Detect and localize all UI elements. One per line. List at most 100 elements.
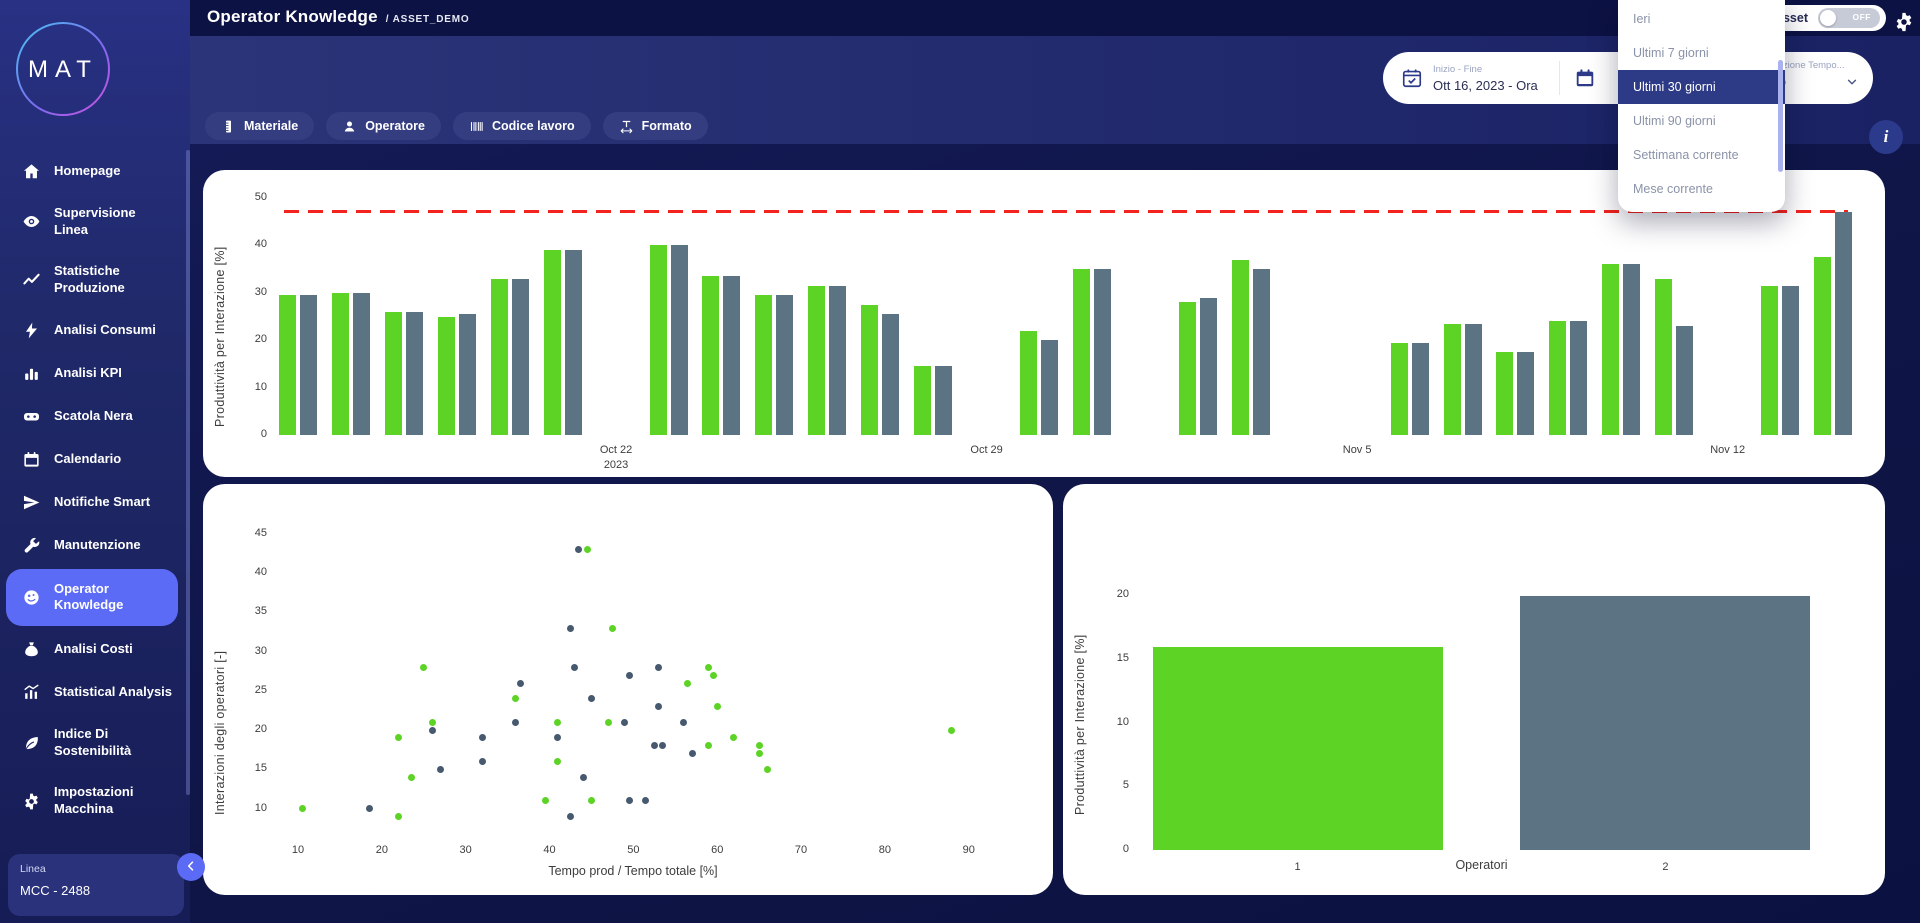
filter-button-formato[interactable]: Formato [602, 112, 708, 140]
bar-oct-21-op2[interactable] [564, 250, 582, 435]
scatter-point-op1[interactable] [608, 624, 616, 632]
sidebar-collapse-button[interactable] [177, 853, 205, 881]
bar-oct-28-op2[interactable] [935, 366, 953, 435]
bar-nov-8-op2[interactable] [1517, 352, 1535, 435]
scatter-point-op1[interactable] [705, 663, 713, 671]
bar-oct-20-op1[interactable] [490, 278, 508, 435]
bar-oct-19-op1[interactable] [437, 316, 455, 435]
sidebar-item-manutenzione[interactable]: Manutenzione [0, 524, 190, 567]
sidebar-item-supervisione-linea[interactable]: Supervisione Linea [0, 193, 190, 251]
scatter-point-op1[interactable] [583, 546, 591, 554]
bar-oct-19-op2[interactable] [458, 314, 476, 435]
scatter-point-op2[interactable] [621, 718, 629, 726]
scatter-point-op1[interactable] [730, 734, 738, 742]
date-range-section[interactable]: Inizio - Fine Ott 16, 2023 - Ora [1383, 64, 1555, 93]
sidebar-item-homepage[interactable]: Homepage [0, 150, 190, 193]
bar-nov-10-op2[interactable] [1623, 264, 1641, 435]
bar-oct-30-op2[interactable] [1041, 340, 1059, 435]
bar-oct-17-op1[interactable] [331, 292, 349, 435]
bar-nov-7-op2[interactable] [1464, 323, 1482, 435]
scatter-point-op1[interactable] [428, 718, 436, 726]
bar-oct-21-op1[interactable] [543, 250, 561, 435]
sidebar-item-scatola-nera[interactable]: Scatola Nera [0, 395, 190, 438]
dropdown-option-ultimi-90-giorni[interactable]: Ultimi 90 giorni [1633, 114, 1716, 128]
sidebar-item-impostazioni-macchina[interactable]: Impostazioni Macchina [0, 772, 190, 830]
scatter-point-op1[interactable] [604, 718, 612, 726]
sidebar-item-analisi-costi[interactable]: Analisi Costi [0, 628, 190, 671]
scatter-point-op1[interactable] [554, 758, 562, 765]
bar-nov-9-op1[interactable] [1549, 321, 1567, 435]
scatter-point-op2[interactable] [625, 671, 633, 679]
scatter-point-op1[interactable] [587, 797, 595, 805]
bar-oct-25-op1[interactable] [755, 295, 773, 435]
bar-oct-31-op1[interactable] [1073, 269, 1090, 435]
scatter-point-op2[interactable] [688, 750, 696, 758]
scatter-point-op2[interactable] [571, 663, 579, 671]
bar-oct-20-op2[interactable] [511, 278, 529, 435]
scatter-point-op1[interactable] [420, 663, 428, 671]
bar-oct-28-op1[interactable] [914, 366, 932, 435]
bar-nov-9-op2[interactable] [1570, 321, 1588, 435]
bar-oct-18-op1[interactable] [384, 311, 402, 435]
scatter-point-op2[interactable] [680, 718, 688, 726]
sidebar-item-indice-di-sostenibilit[interactable]: Indice Di Sostenibilità [0, 714, 190, 772]
scatter-point-op1[interactable] [705, 742, 713, 750]
bar-nov-3-op1[interactable] [1231, 259, 1249, 435]
scatter-point-op2[interactable] [625, 797, 633, 805]
bar-nov-2-op2[interactable] [1199, 297, 1217, 435]
bar-oct-31-op2[interactable] [1094, 269, 1111, 435]
sidebar-item-calendario[interactable]: Calendario [0, 438, 190, 481]
bar-oct-17-op2[interactable] [352, 292, 370, 435]
calendar-asset-toggle[interactable]: OFF [1818, 8, 1880, 28]
scatter-point-op1[interactable] [948, 726, 956, 734]
bar-nov-6-op2[interactable] [1411, 342, 1429, 435]
scatter-point-op1[interactable] [395, 734, 403, 742]
bar-oct-24-op2[interactable] [723, 276, 741, 435]
bar-nov-13-op2[interactable] [1782, 285, 1800, 435]
bar-oct-16-op2[interactable] [300, 295, 317, 435]
sidebar-item-statistical-analysis[interactable]: Statistical Analysis [0, 671, 190, 714]
bar-nov-6-op1[interactable] [1390, 342, 1408, 435]
bar-oct-26-op1[interactable] [808, 285, 826, 435]
scatter-point-op2[interactable] [642, 797, 650, 805]
scatter-point-op1[interactable] [541, 797, 549, 805]
bar-oct-23-op2[interactable] [670, 245, 688, 435]
scatter-point-op2[interactable] [566, 812, 574, 820]
sidebar-item-notifiche-smart[interactable]: Notifiche Smart [0, 481, 190, 524]
filter-button-codice-lavoro[interactable]: Codice lavoro [452, 112, 591, 140]
operator-bar-2[interactable] [1520, 596, 1811, 850]
scatter-point-op2[interactable] [650, 742, 658, 750]
bar-nov-14-op1[interactable] [1814, 257, 1832, 435]
bar-oct-27-op2[interactable] [882, 314, 900, 435]
bar-oct-24-op1[interactable] [702, 276, 720, 435]
scatter-point-op2[interactable] [478, 734, 486, 742]
settings-gear-icon[interactable] [1893, 11, 1915, 33]
sidebar-item-operator-knowledge[interactable]: Operator Knowledge [6, 568, 178, 627]
scatter-point-op2[interactable] [655, 703, 662, 711]
scatter-point-op1[interactable] [512, 695, 520, 703]
scatter-point-op2[interactable] [365, 805, 373, 813]
scatter-point-op1[interactable] [755, 742, 763, 750]
bar-oct-30-op1[interactable] [1020, 330, 1038, 435]
bar-oct-16-op1[interactable] [279, 295, 296, 435]
bar-nov-11-op2[interactable] [1676, 325, 1694, 435]
scatter-point-op1[interactable] [395, 812, 403, 820]
scatter-point-op2[interactable] [428, 726, 436, 734]
sidebar-scrollbar[interactable] [186, 150, 190, 795]
scatter-point-op2[interactable] [478, 758, 486, 765]
sidebar-item-analisi-consumi[interactable]: Analisi Consumi [0, 309, 190, 352]
scatter-point-op2[interactable] [575, 546, 583, 554]
scatter-point-op1[interactable] [709, 671, 717, 679]
bar-nov-3-op2[interactable] [1252, 269, 1270, 435]
bar-nov-2-op1[interactable] [1178, 302, 1196, 435]
filter-button-operatore[interactable]: Operatore [326, 112, 441, 140]
bar-nov-11-op1[interactable] [1655, 278, 1673, 435]
sidebar-item-statistiche-produzione[interactable]: Statistiche Produzione [0, 251, 190, 309]
scatter-point-op2[interactable] [659, 742, 667, 750]
bar-nov-10-op1[interactable] [1602, 264, 1620, 435]
bar-nov-14-op2[interactable] [1835, 212, 1853, 435]
scatter-point-op2[interactable] [587, 695, 595, 703]
dropdown-option-ultimi-7-giorni[interactable]: Ultimi 7 giorni [1633, 46, 1709, 60]
scatter-point-op2[interactable] [437, 765, 445, 773]
bar-nov-13-op1[interactable] [1761, 285, 1779, 435]
